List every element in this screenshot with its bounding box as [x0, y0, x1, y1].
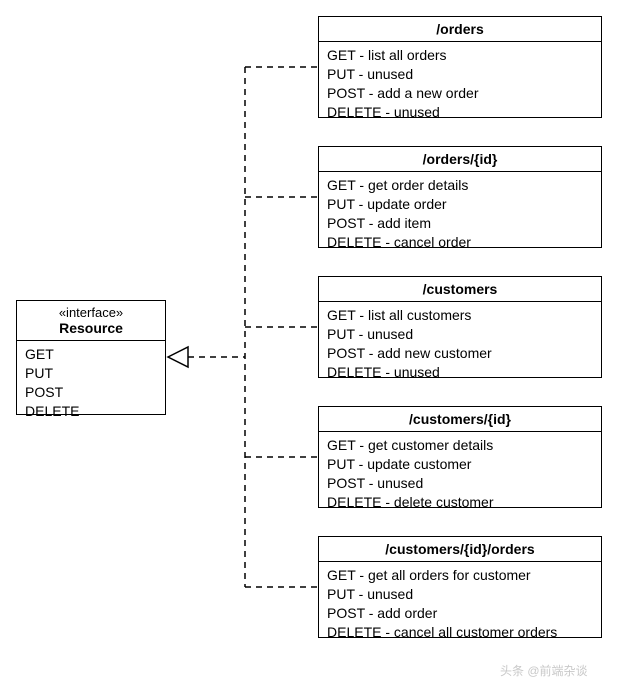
resource-box: /orders GET - list all ordersPUT - unused… — [318, 16, 602, 118]
resource-row: DELETE - unused — [327, 363, 593, 382]
resource-row: POST - add new customer — [327, 344, 593, 363]
interface-box: «interface» Resource GETPUTPOSTDELETE — [16, 300, 166, 415]
resource-row: GET - get customer details — [327, 436, 593, 455]
resource-box: /customers/{id} GET - get customer detail… — [318, 406, 602, 508]
resource-body: GET - list all customersPUT - unusedPOST… — [319, 302, 601, 386]
interface-header: «interface» Resource — [17, 301, 165, 341]
resource-row: POST - unused — [327, 474, 593, 493]
resource-row: POST - add a new order — [327, 84, 593, 103]
resource-header: /customers — [319, 277, 601, 302]
resource-row: GET - get all orders for customer — [327, 566, 593, 585]
resource-title: /orders/{id} — [325, 151, 595, 167]
resource-header: /customers/{id}/orders — [319, 537, 601, 562]
resource-header: /orders/{id} — [319, 147, 601, 172]
resource-row: GET - list all orders — [327, 46, 593, 65]
resource-box: /customers/{id}/orders GET - get all orde… — [318, 536, 602, 638]
interface-method: POST — [25, 383, 157, 402]
resource-title: /customers — [325, 281, 595, 297]
interface-method: DELETE — [25, 402, 157, 421]
resource-body: GET - get customer detailsPUT - update c… — [319, 432, 601, 516]
interface-title: Resource — [23, 320, 159, 336]
resource-row: PUT - unused — [327, 325, 593, 344]
resource-box: /orders/{id} GET - get order detailsPUT -… — [318, 146, 602, 248]
resource-row: POST - add item — [327, 214, 593, 233]
resource-row: GET - get order details — [327, 176, 593, 195]
resource-box: /customers GET - list all customersPUT - … — [318, 276, 602, 378]
resource-header: /customers/{id} — [319, 407, 601, 432]
resource-title: /customers/{id} — [325, 411, 595, 427]
resource-row: DELETE - cancel all customer orders — [327, 623, 593, 642]
interface-body: GETPUTPOSTDELETE — [17, 341, 165, 425]
resource-row: PUT - unused — [327, 585, 593, 604]
resource-row: DELETE - unused — [327, 103, 593, 122]
resource-body: GET - list all ordersPUT - unusedPOST - … — [319, 42, 601, 126]
resource-row: GET - list all customers — [327, 306, 593, 325]
watermark-text: 头条 @前端杂谈 — [500, 662, 588, 679]
resource-row: POST - add order — [327, 604, 593, 623]
resource-row: DELETE - cancel order — [327, 233, 593, 252]
interface-method: PUT — [25, 364, 157, 383]
resource-header: /orders — [319, 17, 601, 42]
resource-row: DELETE - delete customer — [327, 493, 593, 512]
resource-body: GET - get all orders for customerPUT - u… — [319, 562, 601, 646]
resource-row: PUT - unused — [327, 65, 593, 84]
resource-body: GET - get order detailsPUT - update orde… — [319, 172, 601, 256]
resource-row: PUT - update customer — [327, 455, 593, 474]
resource-title: /orders — [325, 21, 595, 37]
interface-stereotype: «interface» — [23, 305, 159, 320]
interface-method: GET — [25, 345, 157, 364]
resource-row: PUT - update order — [327, 195, 593, 214]
resource-title: /customers/{id}/orders — [325, 541, 595, 557]
